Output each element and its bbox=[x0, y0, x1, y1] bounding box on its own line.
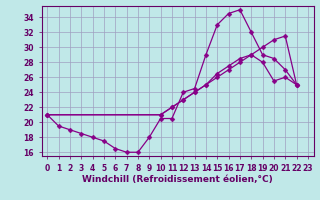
X-axis label: Windchill (Refroidissement éolien,°C): Windchill (Refroidissement éolien,°C) bbox=[82, 175, 273, 184]
